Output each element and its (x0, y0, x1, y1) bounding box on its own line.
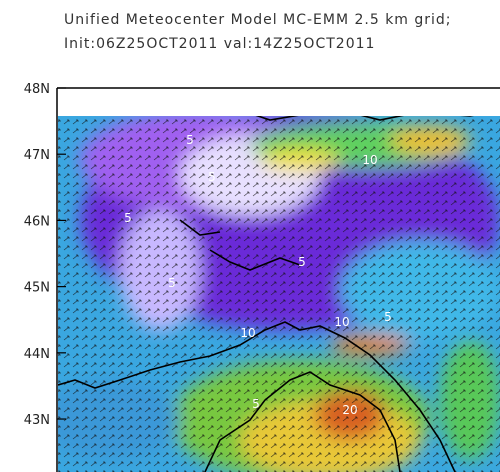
lat-tick-label: 48N (24, 82, 50, 97)
contour-label: 5 (252, 397, 260, 411)
contour-labels: 5 5 10 5 5 5 5 10 10 5 20 (124, 133, 392, 417)
contour-label: 5 (168, 276, 176, 290)
contour-label: 10 (334, 315, 349, 329)
contour-label: 5 (384, 310, 392, 324)
contour-label: 10 (362, 153, 377, 167)
lat-tick-label: 44N (24, 347, 50, 362)
contour-label: 5 (186, 133, 194, 147)
lat-tick-label: 47N (24, 148, 50, 163)
contour-label: 10 (240, 326, 255, 340)
contour-label: 5 (208, 170, 216, 184)
lat-tick-label: 45N (24, 281, 50, 296)
lat-tick-label: 43N (24, 413, 50, 428)
contour-label: 20 (342, 403, 357, 417)
subtitle: Init:06Z25OCT2011 val:14Z25OCT2011 (64, 36, 375, 52)
contour-label: 5 (124, 211, 132, 225)
lat-tick-label: 46N (24, 214, 50, 229)
contour-label: 5 (298, 255, 306, 269)
model-field (58, 116, 500, 472)
lat-axis: 48N 47N 46N 45N 44N 43N (24, 82, 66, 428)
title: Unified Meteocenter Model MC-EMM 2.5 km … (64, 12, 452, 28)
